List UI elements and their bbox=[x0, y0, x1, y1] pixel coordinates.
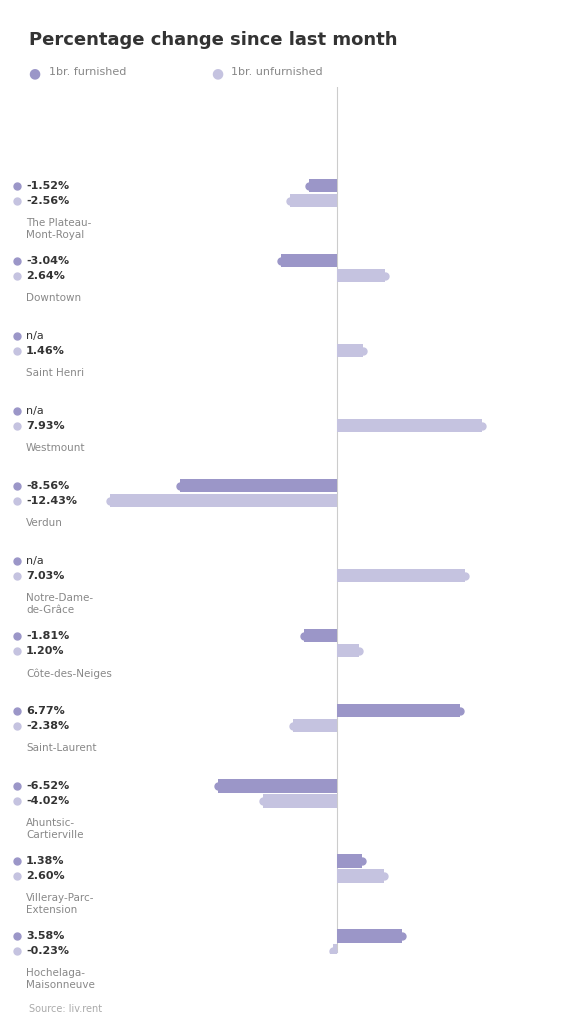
Text: n/a: n/a bbox=[26, 331, 44, 341]
Text: 1.20%: 1.20% bbox=[26, 646, 65, 656]
Bar bbox=[337, 269, 385, 283]
Text: Saint Henri: Saint Henri bbox=[26, 368, 85, 378]
Text: Source: liv.rent: Source: liv.rent bbox=[29, 1004, 102, 1014]
Text: Ahuntsic-
Cartierville: Ahuntsic- Cartierville bbox=[26, 818, 83, 840]
Text: ●: ● bbox=[211, 67, 223, 81]
Bar bbox=[337, 419, 481, 432]
Text: Downtown: Downtown bbox=[26, 293, 81, 303]
Text: 1.38%: 1.38% bbox=[26, 856, 65, 866]
Text: -1.52%: -1.52% bbox=[26, 180, 69, 190]
Text: -12.43%: -12.43% bbox=[26, 496, 77, 506]
Text: The Plateau-
Mont-Royal: The Plateau- Mont-Royal bbox=[26, 218, 91, 240]
Bar bbox=[218, 779, 337, 793]
Text: Percentage change since last month: Percentage change since last month bbox=[29, 31, 397, 49]
Text: ●: ● bbox=[29, 67, 41, 81]
Text: n/a: n/a bbox=[26, 406, 44, 416]
Bar bbox=[110, 495, 337, 508]
Text: Côte-des-Neiges: Côte-des-Neiges bbox=[26, 668, 112, 679]
Text: 2.60%: 2.60% bbox=[26, 871, 65, 881]
Text: -6.52%: -6.52% bbox=[26, 781, 69, 791]
Bar bbox=[337, 569, 465, 583]
Text: Westmount: Westmount bbox=[26, 443, 86, 453]
Text: n/a: n/a bbox=[26, 556, 44, 566]
Bar bbox=[337, 644, 359, 657]
Bar bbox=[290, 195, 337, 207]
Text: -2.56%: -2.56% bbox=[26, 196, 69, 206]
Bar bbox=[332, 944, 337, 957]
Text: 3.58%: 3.58% bbox=[26, 931, 65, 941]
Bar bbox=[281, 254, 337, 267]
Text: Verdun: Verdun bbox=[26, 518, 63, 528]
Bar bbox=[309, 179, 337, 193]
Bar bbox=[180, 479, 337, 493]
Bar bbox=[293, 720, 337, 732]
Bar bbox=[337, 854, 362, 867]
Bar bbox=[337, 705, 460, 718]
Bar bbox=[337, 344, 363, 357]
Text: -1.81%: -1.81% bbox=[26, 631, 69, 641]
Text: -3.04%: -3.04% bbox=[26, 256, 69, 266]
Text: 6.77%: 6.77% bbox=[26, 706, 65, 716]
Bar bbox=[337, 930, 402, 942]
Text: 1br. unfurnished: 1br. unfurnished bbox=[231, 67, 323, 77]
Bar bbox=[263, 795, 337, 808]
Text: Saint-Laurent: Saint-Laurent bbox=[26, 743, 96, 754]
Text: -8.56%: -8.56% bbox=[26, 481, 69, 490]
Text: 1br. furnished: 1br. furnished bbox=[49, 67, 126, 77]
Bar bbox=[304, 630, 337, 642]
Text: 7.93%: 7.93% bbox=[26, 421, 65, 431]
Text: 1.46%: 1.46% bbox=[26, 346, 65, 355]
Text: 7.03%: 7.03% bbox=[26, 570, 65, 581]
Text: Hochelaga-
Maisonneuve: Hochelaga- Maisonneuve bbox=[26, 969, 95, 990]
Text: -2.38%: -2.38% bbox=[26, 721, 69, 731]
Text: Villeray-Parc-
Extension: Villeray-Parc- Extension bbox=[26, 893, 95, 914]
Bar bbox=[337, 869, 384, 883]
Text: -4.02%: -4.02% bbox=[26, 796, 69, 806]
Text: -0.23%: -0.23% bbox=[26, 946, 69, 956]
Text: Notre-Dame-
de-Grâce: Notre-Dame- de-Grâce bbox=[26, 593, 93, 614]
Text: 2.64%: 2.64% bbox=[26, 270, 65, 281]
